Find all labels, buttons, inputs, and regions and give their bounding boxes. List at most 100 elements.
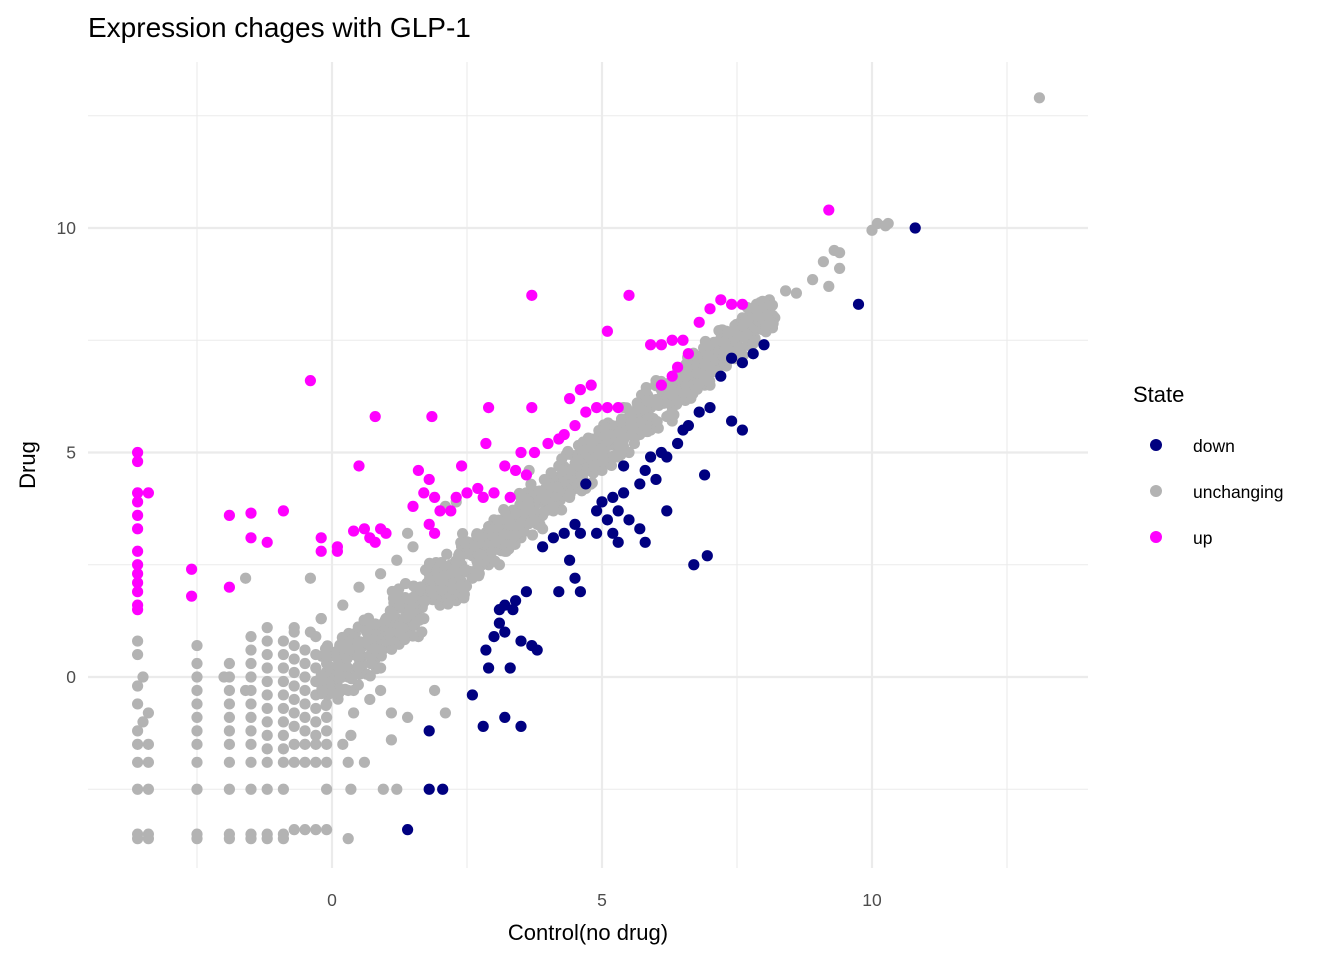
point-unchanging (441, 548, 453, 560)
point-down (507, 604, 519, 616)
point-unchanging (699, 372, 711, 384)
point-unchanging (334, 670, 346, 682)
point-up (677, 334, 689, 346)
point-up (564, 393, 576, 405)
point-unchanging (790, 287, 803, 299)
point-unchanging (304, 572, 316, 584)
point-unchanging (261, 756, 273, 768)
point-unchanging (817, 256, 830, 268)
point-unchanging (472, 558, 484, 570)
point-unchanging (223, 657, 235, 670)
point-unchanging (415, 581, 427, 593)
point-unchanging (299, 644, 311, 656)
point-unchanging (407, 541, 419, 553)
point-up (132, 559, 144, 571)
point-unchanging (245, 644, 257, 656)
point-unchanging (261, 635, 273, 647)
point-down (852, 298, 865, 310)
point-up (132, 487, 144, 499)
point-unchanging (299, 756, 311, 768)
point-up (623, 289, 635, 301)
point-unchanging (375, 684, 387, 697)
point-unchanging (261, 833, 273, 845)
point-up (142, 487, 154, 499)
point-unchanging (597, 450, 609, 462)
point-up (429, 491, 441, 503)
point-down (618, 460, 630, 472)
point-unchanging (472, 570, 485, 582)
point-down (488, 630, 500, 643)
point-unchanging (132, 648, 144, 661)
point-down (747, 348, 759, 360)
point-unchanging (385, 707, 397, 719)
point-unchanging (398, 612, 411, 624)
point-up (520, 469, 533, 481)
point-unchanging (191, 711, 203, 724)
point-unchanging (288, 738, 300, 750)
point-unchanging (245, 698, 257, 710)
point-down (639, 536, 651, 548)
point-unchanging (137, 716, 149, 728)
point-unchanging (341, 653, 353, 665)
point-unchanging (191, 684, 203, 697)
point-unchanging (386, 643, 398, 655)
point-unchanging (505, 539, 517, 551)
point-unchanging (668, 409, 680, 421)
point-unchanging (191, 756, 203, 768)
point-up (585, 379, 597, 391)
legend-label-up: up (1193, 528, 1212, 548)
point-up (461, 487, 473, 499)
point-unchanging (316, 675, 329, 687)
point-up (456, 460, 468, 472)
point-up (132, 568, 144, 580)
point-up (672, 361, 684, 373)
point-down (531, 644, 543, 656)
point-up (693, 316, 705, 328)
point-unchanging (277, 743, 289, 755)
point-unchanging (245, 671, 257, 683)
point-unchanging (739, 317, 751, 329)
point-unchanging (575, 470, 587, 482)
point-up (353, 460, 365, 472)
point-down (612, 536, 624, 548)
point-unchanging (277, 756, 289, 768)
point-up (423, 518, 435, 530)
point-up (509, 464, 522, 477)
point-unchanging (223, 711, 235, 724)
legend-title: State (1133, 382, 1184, 407)
point-up (132, 586, 144, 598)
point-up (223, 509, 235, 521)
x-tick-label: 10 (862, 890, 882, 910)
point-up (528, 446, 541, 459)
point-unchanging (456, 528, 469, 540)
y-axis-tick-labels: 0 5 10 (57, 218, 77, 687)
point-unchanging (358, 756, 370, 768)
point-unchanging (324, 661, 336, 673)
point-up (407, 500, 419, 512)
point-down (499, 711, 511, 724)
point-up (132, 446, 144, 459)
legend-label-unchanging: unchanging (1193, 482, 1284, 502)
point-unchanging (385, 734, 397, 746)
point-down (591, 505, 603, 517)
point-unchanging (766, 299, 779, 311)
point-unchanging (418, 595, 430, 607)
point-up (223, 581, 235, 593)
point-unchanging (132, 698, 144, 710)
point-unchanging (223, 833, 235, 845)
point-unchanging (345, 729, 357, 741)
point-unchanging (315, 613, 327, 625)
point-unchanging (261, 675, 273, 688)
point-unchanging (360, 626, 373, 638)
point-unchanging (277, 833, 289, 845)
point-unchanging (261, 689, 273, 701)
point-unchanging (277, 783, 289, 795)
point-unchanging (679, 386, 692, 398)
point-down (661, 505, 673, 517)
y-axis-title: Drug (15, 441, 40, 489)
point-down (596, 496, 608, 508)
point-up (450, 491, 462, 503)
point-unchanging (288, 666, 300, 679)
point-down (553, 586, 565, 598)
point-unchanging (132, 756, 144, 768)
